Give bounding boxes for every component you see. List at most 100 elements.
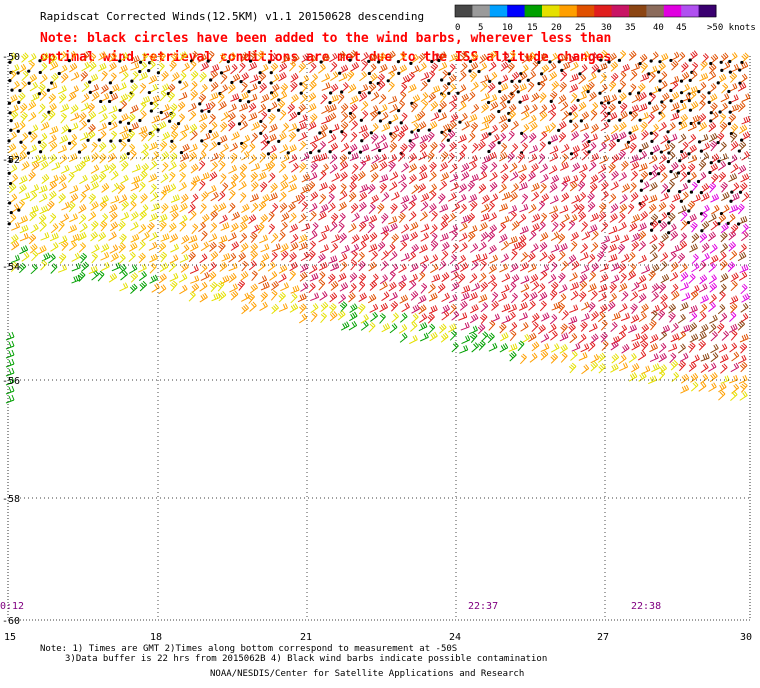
wind-barb bbox=[110, 195, 120, 204]
contamination-dot bbox=[277, 98, 281, 102]
wind-barb bbox=[561, 213, 570, 224]
wind-barb bbox=[457, 273, 466, 284]
contamination-dot bbox=[88, 90, 92, 95]
wind-barb bbox=[381, 191, 390, 203]
wind-barb bbox=[81, 93, 90, 104]
wind-barb bbox=[51, 161, 61, 171]
wind-barb bbox=[588, 72, 597, 82]
contamination-dot bbox=[727, 161, 731, 166]
wind-barb bbox=[631, 281, 640, 292]
wind-barb bbox=[688, 213, 697, 224]
wind-barb bbox=[681, 191, 689, 202]
wind-barb bbox=[388, 161, 396, 172]
contamination-dot bbox=[87, 119, 91, 123]
contamination-dot bbox=[547, 141, 552, 145]
wind-barb bbox=[190, 180, 197, 191]
wind-barb bbox=[651, 283, 660, 294]
wind-barb bbox=[388, 154, 397, 164]
contamination-dot bbox=[458, 120, 462, 124]
wind-barb bbox=[10, 254, 20, 264]
wind-barb bbox=[539, 270, 548, 281]
wind-barb bbox=[561, 153, 569, 165]
wind-barb bbox=[700, 60, 708, 71]
wind-barb bbox=[459, 242, 468, 253]
wind-barb bbox=[78, 204, 87, 214]
wind-barb bbox=[658, 154, 667, 165]
wind-barb bbox=[170, 123, 179, 134]
contamination-dot bbox=[687, 98, 691, 103]
contamination-dot bbox=[159, 110, 163, 115]
wind-barb bbox=[487, 231, 496, 242]
wind-barb bbox=[508, 103, 517, 114]
wind-barb bbox=[188, 203, 196, 214]
wind-barb bbox=[469, 200, 478, 212]
contamination-dot bbox=[666, 160, 670, 164]
wind-barb bbox=[478, 241, 487, 252]
wind-barb bbox=[179, 284, 188, 295]
wind-barb bbox=[659, 71, 668, 82]
wind-barb bbox=[540, 343, 550, 353]
wind-barb bbox=[608, 111, 618, 122]
wind-barb bbox=[230, 63, 238, 75]
wind-barb bbox=[260, 140, 269, 151]
wind-barb bbox=[680, 384, 690, 394]
wind-barb bbox=[671, 371, 680, 382]
wind-barb bbox=[380, 225, 390, 235]
wind-barb bbox=[130, 62, 140, 71]
wind-barb bbox=[248, 154, 257, 165]
wind-barb bbox=[690, 100, 699, 111]
wind-barb bbox=[460, 93, 469, 104]
wind-barb bbox=[19, 80, 28, 91]
contamination-dot bbox=[560, 68, 564, 72]
wind-barb bbox=[299, 271, 308, 282]
wind-barb bbox=[161, 151, 169, 162]
wind-barb bbox=[698, 331, 707, 341]
wind-barb bbox=[471, 342, 479, 353]
contamination-dot bbox=[497, 141, 501, 145]
wind-barb bbox=[549, 313, 558, 325]
contamination-dot bbox=[149, 109, 153, 113]
contamination-dot bbox=[719, 211, 724, 216]
wind-barb bbox=[169, 254, 179, 264]
wind-barb bbox=[438, 112, 447, 122]
contamination-dot bbox=[329, 91, 333, 95]
wind-barb bbox=[328, 112, 337, 123]
wind-barb bbox=[539, 130, 548, 142]
wind-barb bbox=[688, 85, 698, 95]
longitude-labels: 15 18 21 24 27 30 bbox=[4, 632, 752, 643]
wind-barb bbox=[660, 293, 668, 304]
wind-barb bbox=[318, 279, 326, 291]
wind-barb bbox=[649, 181, 658, 192]
wind-barb bbox=[179, 253, 189, 263]
wind-barb bbox=[738, 140, 747, 152]
wind-barb bbox=[670, 360, 679, 371]
wind-barb bbox=[447, 152, 455, 164]
wind-barb bbox=[528, 153, 538, 163]
wind-barb bbox=[268, 172, 276, 183]
wind-barb bbox=[138, 263, 147, 273]
wind-barb bbox=[669, 352, 677, 364]
wind-barb bbox=[529, 352, 538, 363]
wind-barb bbox=[487, 151, 497, 161]
wind-barb bbox=[98, 142, 107, 153]
wind-barb bbox=[251, 121, 260, 131]
wind-barb bbox=[557, 233, 566, 244]
wind-barb bbox=[500, 61, 509, 72]
wind-barb bbox=[309, 202, 318, 213]
wind-barb bbox=[90, 84, 99, 93]
wind-barb bbox=[599, 155, 609, 165]
wind-barb bbox=[499, 151, 508, 162]
wind-barb bbox=[260, 93, 270, 103]
wind-barb bbox=[488, 342, 498, 352]
wind-barb bbox=[81, 61, 90, 72]
wind-barb bbox=[97, 270, 105, 282]
wind-barb bbox=[270, 289, 278, 301]
wind-barb bbox=[330, 242, 339, 253]
wind-barb bbox=[168, 161, 177, 172]
wind-barb bbox=[5, 385, 15, 395]
wind-barb bbox=[600, 111, 609, 122]
wind-barb bbox=[148, 241, 158, 251]
wind-barb bbox=[9, 104, 19, 114]
wind-barb bbox=[158, 273, 167, 284]
wind-barb bbox=[468, 113, 478, 123]
